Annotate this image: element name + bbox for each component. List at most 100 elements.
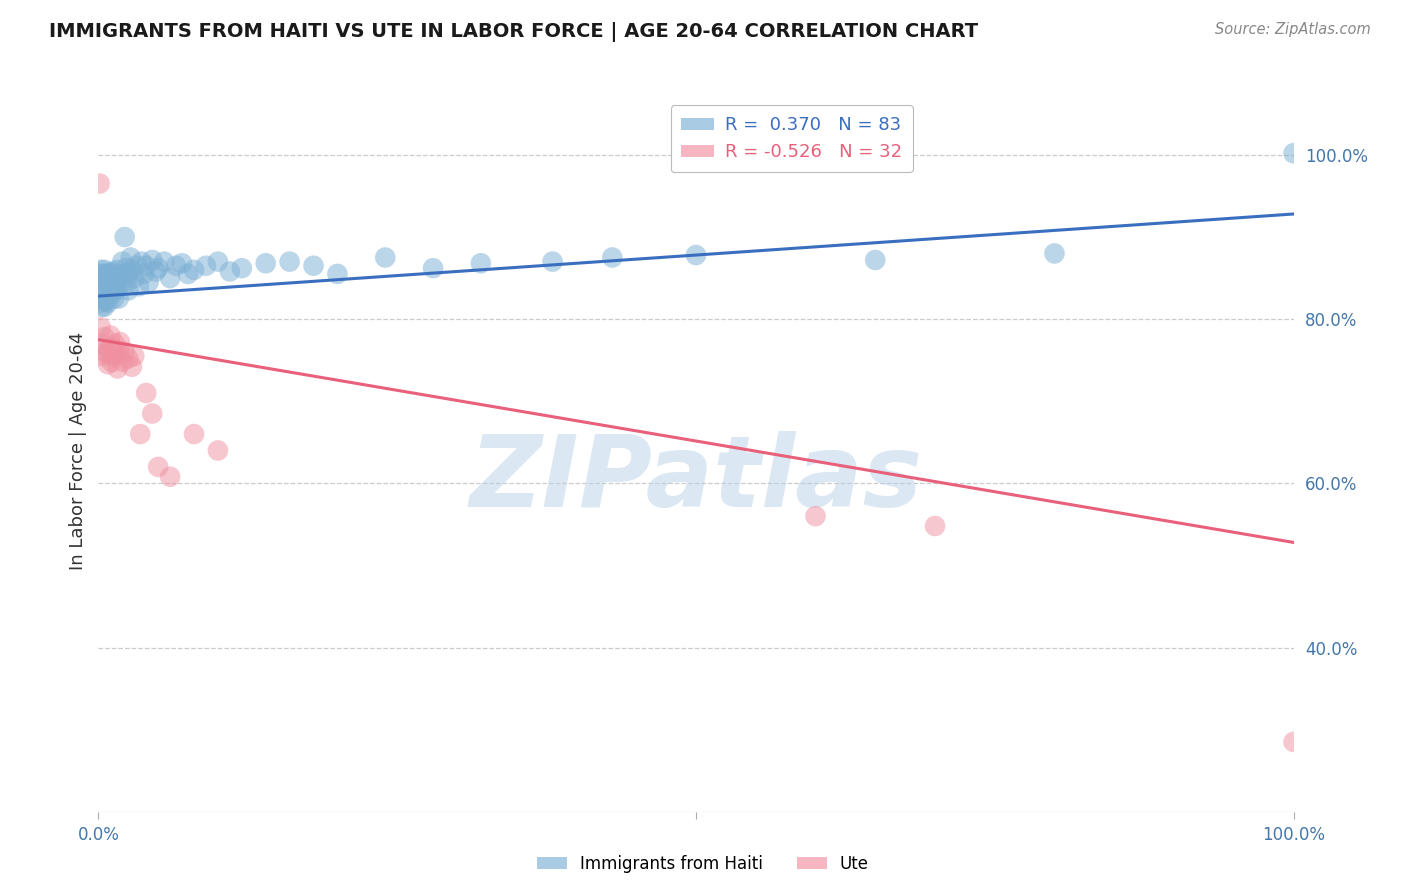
Point (602, 251, 624, 265)
Point (100, 287, 122, 301)
Point (93, 263, 115, 277)
Point (97, 357, 120, 371)
Point (159, 271, 181, 285)
Point (98, 266, 122, 280)
Point (924, 519, 946, 533)
Point (105, 346, 128, 360)
Point (90, 320, 112, 334)
Point (91, 279, 114, 293)
Point (121, 263, 143, 277)
Point (124, 349, 146, 363)
Point (685, 248, 707, 262)
Point (114, 345, 136, 359)
Point (105, 275, 128, 289)
Point (91, 300, 114, 314)
Point (278, 254, 301, 268)
Point (1043, 246, 1066, 260)
Point (98, 279, 121, 293)
Point (98, 269, 121, 284)
Point (93, 287, 115, 301)
Point (93, 300, 115, 314)
Point (141, 252, 163, 267)
Point (183, 427, 205, 442)
Point (101, 281, 124, 295)
Point (108, 334, 131, 349)
Point (89, 279, 111, 293)
Point (108, 269, 131, 284)
Point (207, 254, 229, 268)
Point (115, 275, 138, 289)
Point (128, 279, 150, 293)
Point (117, 284, 139, 298)
Point (94, 281, 117, 295)
Point (90, 263, 112, 277)
Point (422, 261, 444, 276)
Point (94, 271, 117, 285)
Y-axis label: In Labor Force | Age 20-64: In Labor Force | Age 20-64 (69, 331, 87, 570)
Point (90, 287, 112, 301)
Point (112, 267, 135, 281)
Point (145, 264, 167, 278)
Point (117, 351, 139, 366)
Text: Source: ZipAtlas.com: Source: ZipAtlas.com (1215, 22, 1371, 37)
Point (94, 345, 117, 359)
Point (1282, 735, 1305, 749)
Point (138, 275, 160, 289)
Text: ZIPatlas: ZIPatlas (470, 431, 922, 528)
Point (90, 295, 112, 310)
Point (231, 261, 253, 276)
Point (91, 349, 114, 363)
Point (148, 261, 170, 276)
Point (91, 267, 114, 281)
Point (96, 267, 118, 281)
Point (135, 386, 157, 401)
Point (110, 277, 132, 291)
Point (132, 267, 155, 281)
Point (177, 267, 200, 281)
Point (97, 273, 120, 287)
Point (219, 264, 242, 278)
Point (302, 259, 325, 273)
Point (153, 254, 176, 268)
Point (148, 459, 170, 474)
Point (96, 277, 118, 292)
Point (100, 275, 122, 289)
Point (159, 469, 181, 483)
Point (89, 177, 111, 191)
Point (254, 256, 277, 270)
Point (1282, 146, 1305, 161)
Point (94, 293, 117, 308)
Legend: Immigrants from Haiti, Ute: Immigrants from Haiti, Ute (530, 848, 876, 880)
Point (91, 336, 114, 351)
Point (865, 252, 887, 267)
Point (107, 263, 129, 277)
Point (117, 267, 139, 281)
Point (165, 259, 187, 273)
Point (129, 427, 152, 442)
Legend: R =  0.370   N = 83, R = -0.526   N = 32: R = 0.370 N = 83, R = -0.526 N = 32 (671, 105, 912, 172)
Point (91, 271, 114, 285)
Point (89, 267, 111, 281)
Point (91, 284, 114, 298)
Point (104, 271, 127, 285)
Point (121, 359, 143, 374)
Point (111, 254, 134, 268)
Point (96, 346, 118, 360)
Point (103, 349, 125, 363)
Point (207, 443, 229, 458)
Point (98, 343, 121, 358)
Point (107, 292, 129, 306)
Point (107, 281, 129, 295)
Point (104, 336, 127, 351)
Text: IMMIGRANTS FROM HAITI VS UTE IN LABOR FORCE | AGE 20-64 CORRELATION CHART: IMMIGRANTS FROM HAITI VS UTE IN LABOR FO… (49, 22, 979, 42)
Point (93, 330, 115, 344)
Point (93, 275, 115, 289)
Point (125, 259, 148, 273)
Point (115, 261, 138, 276)
Point (98, 328, 122, 343)
Point (326, 267, 349, 281)
Point (91, 292, 114, 306)
Point (124, 271, 146, 285)
Point (101, 264, 124, 278)
Point (135, 259, 157, 273)
